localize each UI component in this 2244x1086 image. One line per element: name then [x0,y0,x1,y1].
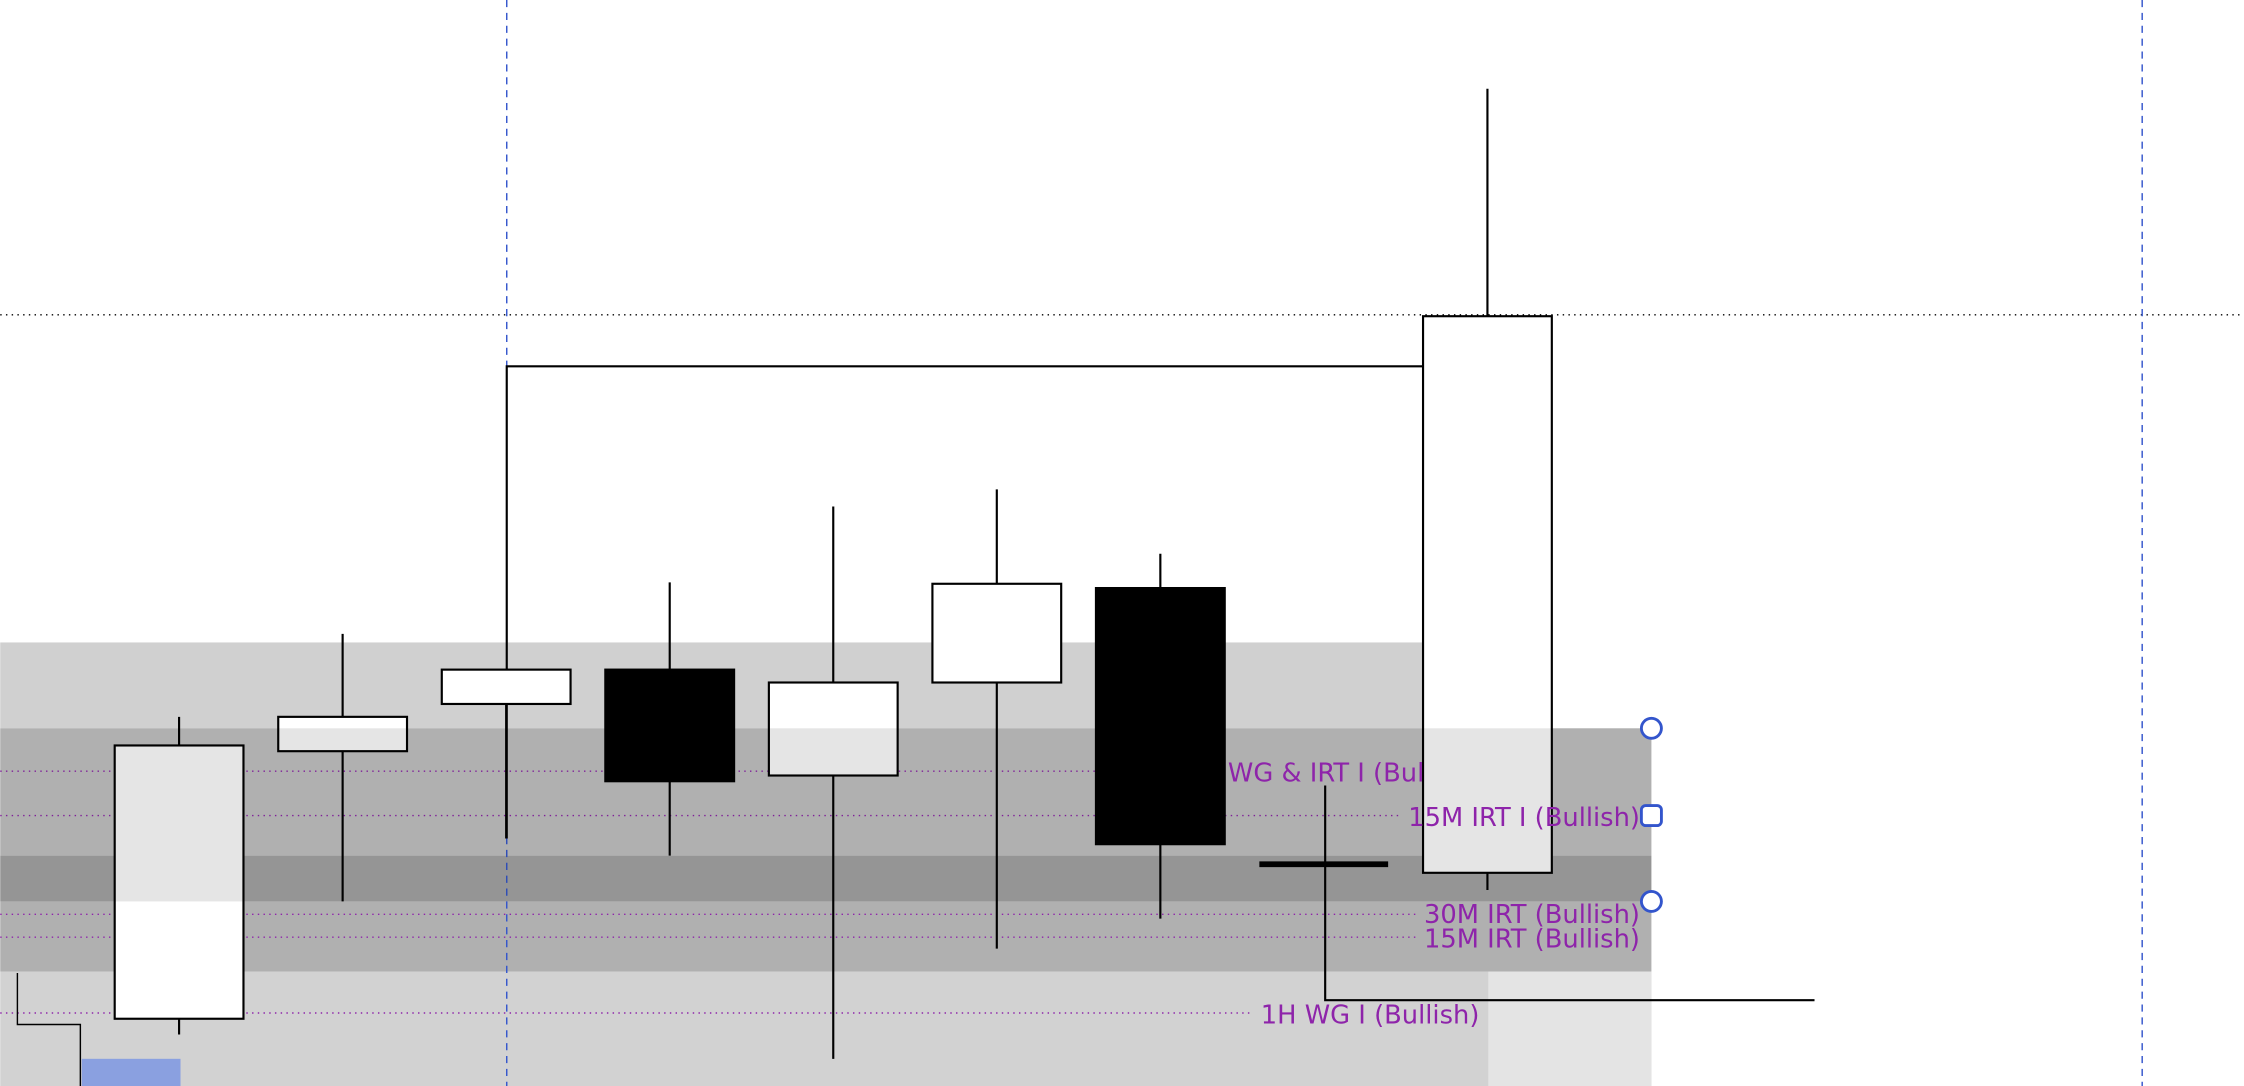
handle[interactable] [1639,889,1663,913]
candle-body [1421,315,1553,874]
candle-body [931,582,1063,684]
handle[interactable] [1639,716,1663,740]
zones [0,642,1652,1086]
candle-body [277,715,409,753]
label: 30M IRT (Bullish) [1424,900,1640,930]
candle-body [113,744,245,1020]
zone-overlay [0,728,1652,902]
candle-body [767,681,899,777]
label: 1H WG I (Bullish) [1261,1000,1480,1030]
zone [81,1058,181,1086]
handle[interactable] [1639,804,1663,828]
candle-body [1094,586,1226,846]
partial-candle [16,972,82,1086]
candles [113,88,1553,1059]
candle-body [440,668,572,706]
label: 15M IRT I (Bullish) [1408,803,1640,833]
label: 15M IRT (Bullish) [1424,925,1640,955]
candle-body [604,668,736,783]
label: WG & IRT I (Bul [1228,759,1424,789]
measure-line [1324,785,1815,1002]
zone [0,971,1652,1086]
zone [1488,971,1652,1086]
